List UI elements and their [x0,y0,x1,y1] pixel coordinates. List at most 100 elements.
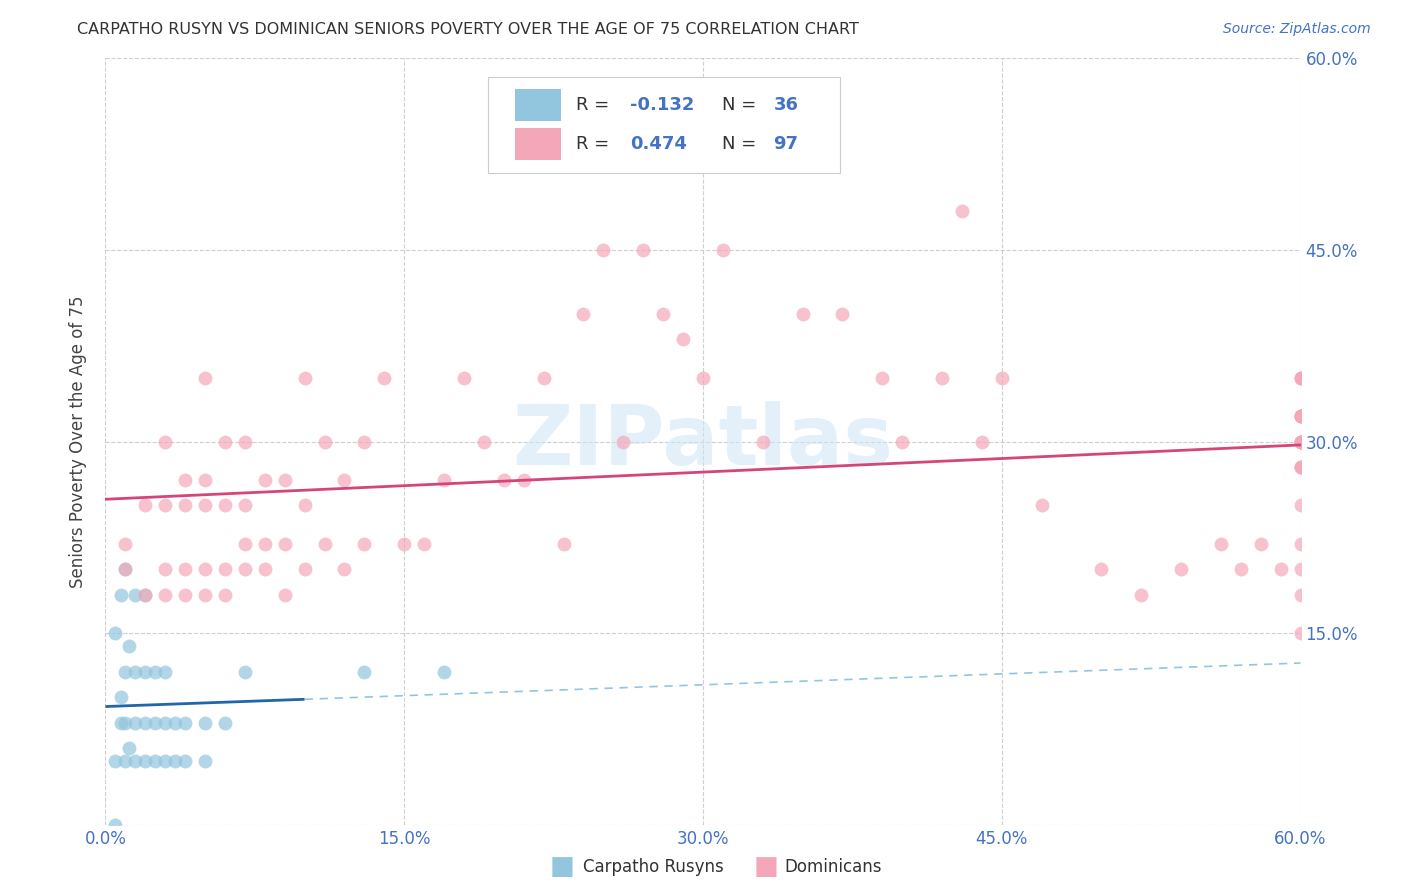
Point [194,562,217,576]
Point [1289,409,1312,423]
Point [1250,537,1272,551]
Text: R =: R = [576,95,616,114]
Text: 97: 97 [773,135,799,153]
Point [1289,370,1312,384]
Point [124,715,146,730]
Text: -0.132: -0.132 [630,95,695,114]
Point [373,370,395,384]
Point [124,665,146,679]
Point [214,588,236,602]
Point [118,639,141,653]
Point [353,537,375,551]
Point [174,562,197,576]
Point [1090,562,1112,576]
Point [153,499,177,513]
Point [1289,370,1312,384]
Point [433,665,456,679]
Point [433,473,456,487]
Point [353,665,375,679]
Point [114,562,136,576]
Point [124,588,146,602]
Point [104,754,127,768]
Point [233,665,256,679]
Point [153,434,177,449]
Point [1209,537,1232,551]
Point [633,243,655,257]
Point [233,434,256,449]
Point [114,754,136,768]
Point [1170,562,1192,576]
Point [553,537,575,551]
Point [153,715,177,730]
Text: R =: R = [576,135,616,153]
Point [233,537,256,551]
Text: ■: ■ [754,854,779,880]
Point [990,370,1012,384]
Point [165,754,187,768]
Point [273,537,295,551]
Point [118,741,141,756]
Text: N =: N = [723,135,762,153]
Point [950,204,973,219]
Point [110,690,132,705]
Point [1289,626,1312,640]
Point [612,434,634,449]
Point [174,754,197,768]
Point [134,754,156,768]
Point [153,665,177,679]
Point [174,715,197,730]
FancyBboxPatch shape [488,77,841,173]
Point [143,715,166,730]
Point [134,715,156,730]
Point [134,499,156,513]
Point [194,473,217,487]
Point [194,499,217,513]
Point [134,665,156,679]
Bar [516,88,561,121]
Point [253,562,276,576]
Point [294,562,316,576]
Point [1289,434,1312,449]
Text: CARPATHO RUSYN VS DOMINICAN SENIORS POVERTY OVER THE AGE OF 75 CORRELATION CHART: CARPATHO RUSYN VS DOMINICAN SENIORS POVE… [77,22,859,37]
Point [174,473,197,487]
Point [353,434,375,449]
Point [1289,409,1312,423]
Point [294,499,316,513]
Point [1289,499,1312,513]
Point [114,665,136,679]
Point [194,754,217,768]
Point [1289,434,1312,449]
Point [1289,460,1312,475]
Point [831,307,853,321]
Point [692,370,714,384]
Point [114,562,136,576]
Point [294,370,316,384]
Point [104,818,127,832]
Point [1289,409,1312,423]
Point [114,537,136,551]
Point [214,434,236,449]
Point [233,562,256,576]
Point [314,434,336,449]
Point [1289,409,1312,423]
Point [1289,460,1312,475]
Point [104,626,127,640]
Point [273,473,295,487]
Point [472,434,495,449]
Point [453,370,475,384]
Point [253,473,276,487]
Point [314,537,336,551]
Point [572,307,595,321]
Point [1031,499,1053,513]
Point [110,588,132,602]
Point [174,499,197,513]
Point [1289,434,1312,449]
Point [1229,562,1251,576]
Text: 36: 36 [773,95,799,114]
Text: N =: N = [723,95,762,114]
Point [143,665,166,679]
Point [194,370,217,384]
Point [214,715,236,730]
Point [134,588,156,602]
Point [970,434,993,449]
